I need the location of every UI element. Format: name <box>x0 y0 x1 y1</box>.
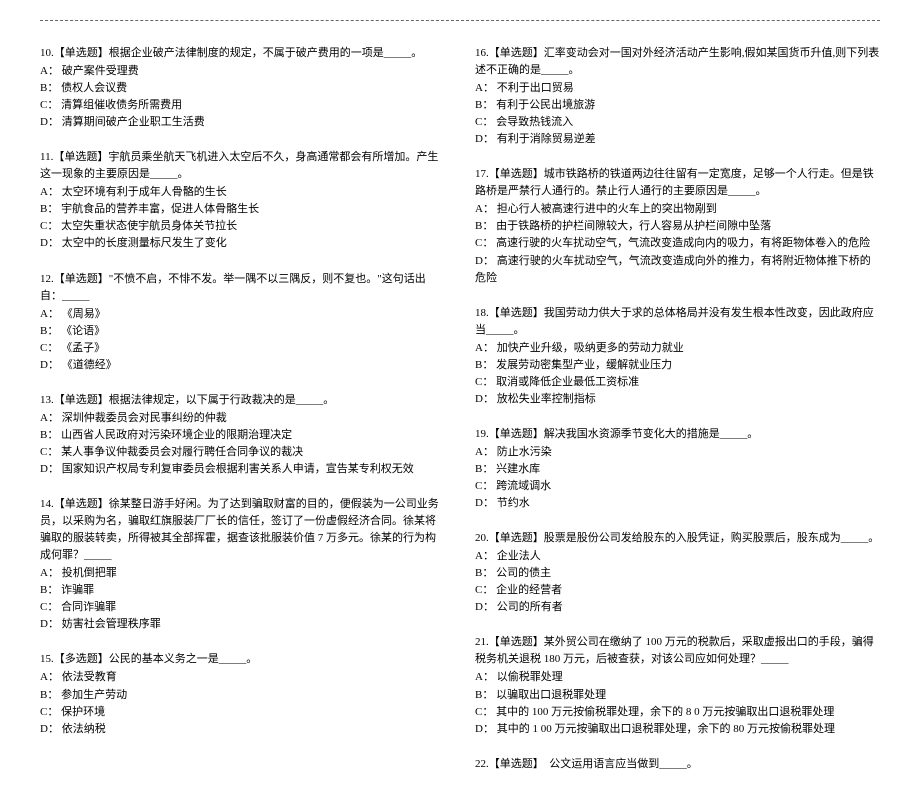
option-d: D： 有利于消除贸易逆差 <box>475 131 880 148</box>
option-a: A： 太空环境有利于成年人骨骼的生长 <box>40 184 445 201</box>
option-c: C： 合同诈骗罪 <box>40 599 445 616</box>
option-d: D： 放松失业率控制指标 <box>475 391 880 408</box>
option-a: A： 破产案件受理费 <box>40 63 445 80</box>
option-d: D： 《道德经》 <box>40 357 445 374</box>
question-13: 13.【单选题】根据法律规定，以下属于行政裁决的是_____。 A： 深圳仲裁委… <box>40 392 445 478</box>
option-c: C： 《孟子》 <box>40 340 445 357</box>
question-stem: 22.【单选题】 公文运用语言应当做到_____。 <box>475 756 880 773</box>
option-b: B： 山西省人民政府对污染环境企业的限期治理决定 <box>40 427 445 444</box>
question-stem: 16.【单选题】汇率变动会对一国对外经济活动产生影响,假如某国货币升值,则下列表… <box>475 45 880 79</box>
option-b: B： 由于铁路桥的护栏间隙较大，行人容易从护栏间隙中坠落 <box>475 218 880 235</box>
option-d: D： 清算期间破产企业职工生活费 <box>40 114 445 131</box>
option-c: C： 太空失重状态使宇航员身体关节拉长 <box>40 218 445 235</box>
option-c: C： 跨流域调水 <box>475 478 880 495</box>
option-a: A： 加快产业升级，吸纳更多的劳动力就业 <box>475 340 880 357</box>
option-b: B： 参加生产劳动 <box>40 687 445 704</box>
option-a: A： 深圳仲裁委员会对民事纠纷的仲裁 <box>40 410 445 427</box>
option-c: C： 高速行驶的火车扰动空气，气流改变造成向内的吸力，有将距物体卷入的危险 <box>475 235 880 252</box>
option-a: A： 企业法人 <box>475 548 880 565</box>
question-16: 16.【单选题】汇率变动会对一国对外经济活动产生影响,假如某国货币升值,则下列表… <box>475 45 880 148</box>
option-b: B： 有利于公民出境旅游 <box>475 97 880 114</box>
question-15: 15.【多选题】公民的基本义务之一是_____。 A： 依法受教育 B： 参加生… <box>40 651 445 737</box>
option-d: D： 高速行驶的火车扰动空气，气流改变造成向外的推力，有将附近物体推下桥的危险 <box>475 253 880 287</box>
left-column: 10.【单选题】根据企业破产法律制度的规定，不属于破产费用的一项是_____。 … <box>40 45 445 791</box>
option-d: D： 依法纳税 <box>40 721 445 738</box>
question-22: 22.【单选题】 公文运用语言应当做到_____。 <box>475 756 880 773</box>
question-18: 18.【单选题】我国劳动力供大于求的总体格局并没有发生根本性改变，因此政府应当_… <box>475 305 880 408</box>
option-b: B： 发展劳动密集型产业，缓解就业压力 <box>475 357 880 374</box>
option-c: C： 保护环境 <box>40 704 445 721</box>
question-stem: 21.【单选题】某外贸公司在缴纳了 100 万元的税款后，采取虚报出口的手段，骗… <box>475 634 880 668</box>
question-stem: 15.【多选题】公民的基本义务之一是_____。 <box>40 651 445 668</box>
question-21: 21.【单选题】某外贸公司在缴纳了 100 万元的税款后，采取虚报出口的手段，骗… <box>475 634 880 737</box>
option-c: C： 清算组催收债务所需费用 <box>40 97 445 114</box>
question-20: 20.【单选题】股票是股份公司发给股东的入股凭证，购买股票后，股东成为_____… <box>475 530 880 616</box>
option-d: D： 其中的 1 00 万元按骗取出口退税罪处理，余下的 80 万元按偷税罪处理 <box>475 721 880 738</box>
option-a: A： 投机倒把罪 <box>40 565 445 582</box>
question-stem: 19.【单选题】解决我国水资源季节变化大的措施是_____。 <box>475 426 880 443</box>
option-b: B： 兴建水库 <box>475 461 880 478</box>
option-a: A： 担心行人被高速行进中的火车上的突出物剐到 <box>475 201 880 218</box>
question-stem: 17.【单选题】城市铁路桥的铁道两边往往留有一定宽度，足够一个人行走。但是铁路桥… <box>475 166 880 200</box>
question-17: 17.【单选题】城市铁路桥的铁道两边往往留有一定宽度，足够一个人行走。但是铁路桥… <box>475 166 880 286</box>
question-stem: 20.【单选题】股票是股份公司发给股东的入股凭证，购买股票后，股东成为_____… <box>475 530 880 547</box>
option-a: A： 依法受教育 <box>40 669 445 686</box>
option-d: D： 妨害社会管理秩序罪 <box>40 616 445 633</box>
option-a: A： 《周易》 <box>40 306 445 323</box>
question-14: 14.【单选题】徐某整日游手好闲。为了达到骗取财富的目的，便假装为一公司业务员，… <box>40 496 445 633</box>
option-c: C： 企业的经营者 <box>475 582 880 599</box>
option-d: D： 国家知识产权局专利复审委员会根据利害关系人申请，宣告某专利权无效 <box>40 461 445 478</box>
right-column: 16.【单选题】汇率变动会对一国对外经济活动产生影响,假如某国货币升值,则下列表… <box>475 45 880 791</box>
option-b: B： 债权人会议费 <box>40 80 445 97</box>
question-stem: 18.【单选题】我国劳动力供大于求的总体格局并没有发生根本性改变，因此政府应当_… <box>475 305 880 339</box>
option-d: D： 太空中的长度测量标尺发生了变化 <box>40 235 445 252</box>
option-b: B： 宇航食品的营养丰富，促进人体骨骼生长 <box>40 201 445 218</box>
question-19: 19.【单选题】解决我国水资源季节变化大的措施是_____。 A： 防止水污染 … <box>475 426 880 512</box>
option-d: D： 公司的所有者 <box>475 599 880 616</box>
option-a: A： 不利于出口贸易 <box>475 80 880 97</box>
option-c: C： 其中的 100 万元按偷税罪处理，余下的 8 0 万元按骗取出口退税罪处理 <box>475 704 880 721</box>
question-12: 12.【单选题】"不愤不启，不悱不发。举一隅不以三隅反，则不复也。"这句话出自：… <box>40 271 445 374</box>
option-b: B： 以骗取出口退税罪处理 <box>475 687 880 704</box>
option-c: C： 取消或降低企业最低工资标准 <box>475 374 880 391</box>
question-10: 10.【单选题】根据企业破产法律制度的规定，不属于破产费用的一项是_____。 … <box>40 45 445 131</box>
question-stem: 11.【单选题】宇航员乘坐航天飞机进入太空后不久，身高通常都会有所增加。产生这一… <box>40 149 445 183</box>
question-stem: 10.【单选题】根据企业破产法律制度的规定，不属于破产费用的一项是_____。 <box>40 45 445 62</box>
option-b: B： 《论语》 <box>40 323 445 340</box>
option-c: C： 某人事争议仲裁委员会对履行聘任合同争议的裁决 <box>40 444 445 461</box>
two-column-layout: 10.【单选题】根据企业破产法律制度的规定，不属于破产费用的一项是_____。 … <box>40 45 880 791</box>
question-11: 11.【单选题】宇航员乘坐航天飞机进入太空后不久，身高通常都会有所增加。产生这一… <box>40 149 445 252</box>
option-b: B： 公司的债主 <box>475 565 880 582</box>
top-rule <box>40 20 880 21</box>
question-stem: 14.【单选题】徐某整日游手好闲。为了达到骗取财富的目的，便假装为一公司业务员，… <box>40 496 445 564</box>
question-stem: 12.【单选题】"不愤不启，不悱不发。举一隅不以三隅反，则不复也。"这句话出自：… <box>40 271 445 305</box>
question-stem: 13.【单选题】根据法律规定，以下属于行政裁决的是_____。 <box>40 392 445 409</box>
option-c: C： 会导致热钱流入 <box>475 114 880 131</box>
option-a: A： 以偷税罪处理 <box>475 669 880 686</box>
option-a: A： 防止水污染 <box>475 444 880 461</box>
option-b: B： 诈骗罪 <box>40 582 445 599</box>
option-d: D： 节约水 <box>475 495 880 512</box>
